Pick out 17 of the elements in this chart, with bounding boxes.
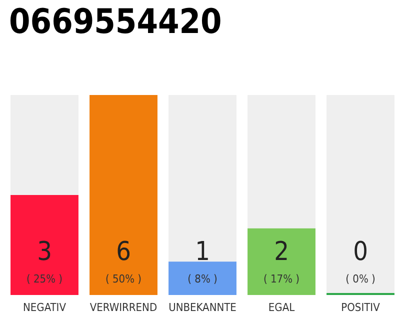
x-tick-label: POSITIV bbox=[341, 301, 380, 314]
data-label: 0 bbox=[353, 237, 368, 267]
data-label: 3 bbox=[37, 237, 52, 267]
annotation: ( 25% ) bbox=[26, 272, 63, 286]
annotation: ( 50% ) bbox=[105, 272, 142, 286]
x-tick-label: EGAL bbox=[268, 301, 296, 314]
x-tick-label: UNBEKANNTE bbox=[168, 301, 236, 314]
x-tick-label: VERWIRREND bbox=[90, 301, 158, 314]
annotation: ( 0% ) bbox=[346, 272, 376, 286]
x-tick-label: NEGATIV bbox=[23, 301, 66, 314]
data-label: 6 bbox=[116, 237, 131, 267]
chart-title: 0669554420 bbox=[9, 2, 222, 42]
data-label: 1 bbox=[195, 237, 210, 267]
annotation: ( 17% ) bbox=[263, 272, 300, 286]
annotation: ( 8% ) bbox=[188, 272, 218, 286]
data-label: 2 bbox=[274, 237, 289, 267]
bar bbox=[168, 262, 236, 295]
